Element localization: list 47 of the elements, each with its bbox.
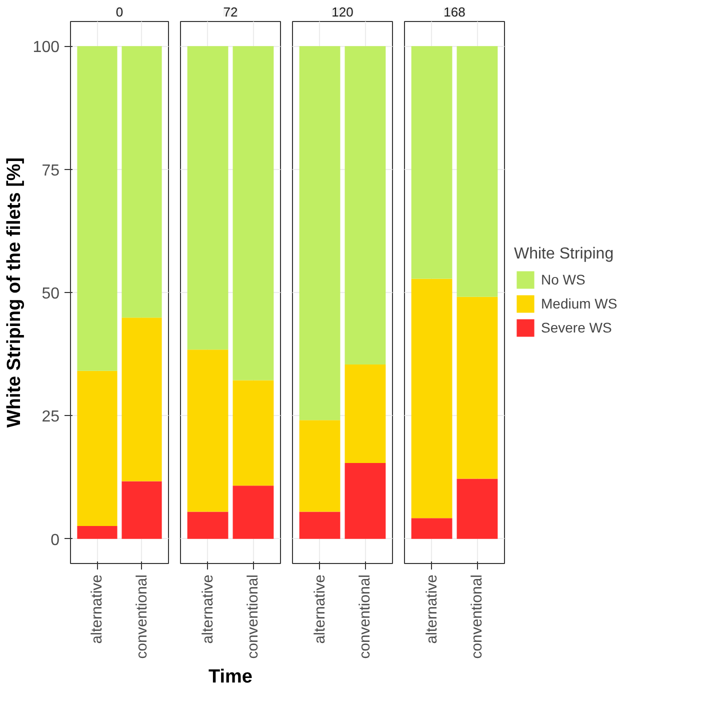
y-tick-label: 0	[50, 532, 60, 549]
bar	[299, 46, 340, 420]
x-axis-title: Time	[208, 666, 253, 688]
chart-title: 0	[116, 4, 124, 20]
x-tick-label: alternative	[311, 574, 328, 644]
bar	[456, 478, 498, 539]
y-tick-label: 75	[42, 162, 60, 180]
bar	[122, 46, 162, 318]
bar	[411, 46, 452, 279]
bar	[299, 512, 340, 539]
y-tick-label: 100	[32, 39, 60, 56]
legend-label: Medium WS	[541, 296, 618, 312]
x-tick-label: conventional	[133, 574, 150, 659]
x-tick-label: alternative	[423, 574, 440, 644]
bar	[187, 46, 228, 350]
y-tick-label: 50	[42, 286, 60, 302]
bar	[344, 46, 386, 364]
bar	[187, 350, 228, 512]
bar	[232, 380, 274, 486]
chart-title: 72	[223, 4, 238, 20]
bar	[456, 296, 498, 479]
x-tick-label: conventional	[244, 574, 262, 659]
bar	[122, 318, 162, 482]
x-tick-label: alternative	[199, 574, 216, 644]
y-tick-label: 25	[42, 408, 60, 426]
chart-title: 168	[444, 4, 466, 20]
legend-label: Severe WS	[541, 320, 612, 336]
bar	[344, 462, 386, 539]
bar	[187, 512, 228, 539]
bar	[122, 481, 162, 539]
x-tick-label: alternative	[88, 574, 106, 644]
legend-label: No WS	[541, 272, 586, 288]
bar	[77, 526, 118, 539]
x-tick-label: conventional	[468, 574, 486, 659]
legend-title: White Striping	[514, 246, 615, 264]
bar	[411, 278, 452, 518]
bar	[299, 420, 340, 512]
bar	[344, 364, 386, 463]
bar	[232, 46, 274, 380]
bar	[232, 486, 274, 539]
bar	[411, 518, 452, 539]
bar	[456, 46, 498, 297]
bar	[77, 370, 118, 526]
chart-title: 120	[332, 4, 354, 20]
y-axis-title: White Striping of the filets [%]	[4, 157, 25, 428]
bar	[77, 46, 118, 371]
x-tick-label: conventional	[356, 574, 374, 659]
